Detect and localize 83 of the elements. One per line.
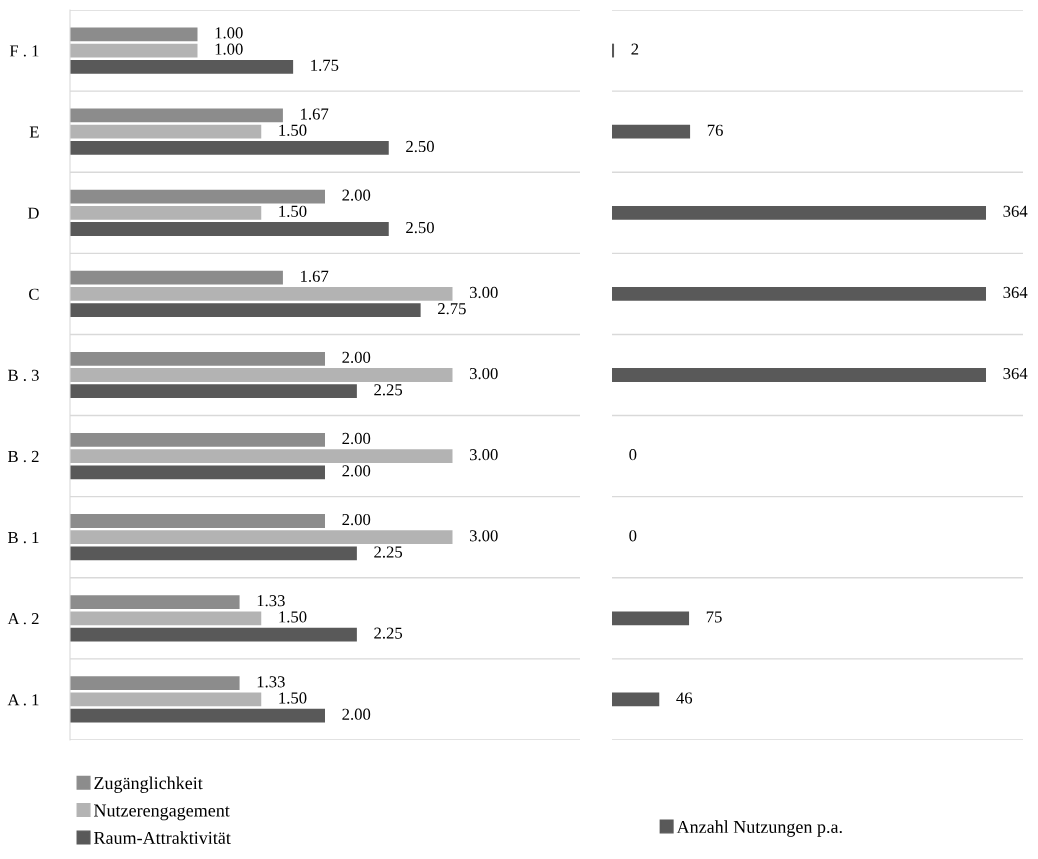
- bar: [70, 595, 240, 610]
- data-label: 3.00: [469, 367, 498, 380]
- data-label: 364: [1003, 367, 1028, 380]
- data-label: 1.33: [257, 595, 285, 607]
- data-label: 2.25: [374, 627, 403, 639]
- y-tick-label: D: [27, 207, 39, 219]
- bar: [70, 351, 325, 366]
- bar: [612, 43, 615, 58]
- bar: [70, 140, 389, 155]
- bar: [70, 303, 421, 318]
- bar: [612, 124, 691, 139]
- bar: [70, 449, 453, 464]
- y-tick-label: A . 2: [7, 613, 39, 625]
- data-label: 1.75: [311, 59, 339, 72]
- data-label: 76: [707, 124, 723, 136]
- data-label: 364: [1003, 205, 1028, 217]
- data-label: 2.25: [374, 384, 403, 396]
- data-label: 1.50: [279, 692, 307, 704]
- data-label: 2.00: [342, 465, 371, 477]
- data-label: 3.00: [469, 449, 498, 461]
- data-label: 2.00: [342, 708, 371, 720]
- bar: [70, 205, 262, 220]
- bar: [70, 611, 262, 626]
- y-tick-label: B . 1: [7, 532, 39, 544]
- bar: [70, 270, 283, 285]
- bar: [612, 692, 660, 707]
- bar: [70, 465, 325, 480]
- data-label: 3.00: [469, 530, 498, 542]
- bar: [70, 108, 283, 123]
- bar: [70, 708, 325, 723]
- bar: [70, 692, 262, 707]
- legend-label: Nutzerengagement: [93, 804, 230, 821]
- legend-label: Raum-Attraktivität: [93, 831, 231, 844]
- data-label: 75: [706, 611, 722, 623]
- data-label: 2.50: [406, 221, 434, 234]
- bar: [612, 368, 987, 382]
- bar: [70, 368, 453, 382]
- bar: [70, 222, 389, 236]
- bar: [70, 514, 325, 528]
- y-tick-label: F . 1: [9, 45, 39, 57]
- bar: [70, 384, 357, 399]
- y-tick-label: E: [29, 126, 39, 138]
- legend-label: Zugänglichkeit: [94, 776, 203, 793]
- bar: [70, 189, 325, 204]
- bar: [612, 611, 690, 626]
- bar: [70, 124, 262, 139]
- y-tick-label: A . 1: [7, 694, 39, 706]
- bar: [70, 59, 294, 74]
- data-label: 46: [676, 692, 693, 704]
- data-label: 2.00: [342, 513, 371, 526]
- bar: [612, 286, 987, 301]
- data-label: 1.67: [301, 108, 329, 120]
- data-label: 2.25: [374, 546, 403, 558]
- data-label: 2.50: [406, 140, 434, 153]
- data-label: 1.50: [279, 611, 307, 623]
- data-label: 2: [631, 43, 639, 55]
- bar: [70, 432, 325, 447]
- data-label: 1.50: [279, 124, 307, 136]
- data-label: 364: [1003, 286, 1028, 299]
- data-label: 0: [629, 530, 637, 542]
- data-label: 1.00: [215, 43, 243, 55]
- y-tick-label: B . 2: [7, 450, 39, 463]
- data-label: 2.00: [342, 432, 371, 445]
- bar: [70, 286, 453, 301]
- data-label: 1.33: [257, 676, 285, 688]
- y-tick-label: C: [29, 288, 39, 300]
- y-tick-label: B . 3: [7, 369, 39, 382]
- bar: [70, 530, 453, 545]
- data-label: 0: [629, 449, 637, 461]
- data-label: 2.00: [342, 351, 371, 364]
- bar: [70, 27, 198, 42]
- bar: [70, 546, 357, 561]
- bar: [70, 43, 198, 58]
- legend-label: Anzahl Nutzungen p.a.: [676, 820, 842, 837]
- data-label: 1.00: [215, 27, 243, 39]
- bar: [612, 205, 987, 220]
- data-label: 2.00: [342, 189, 371, 201]
- data-label: 1.50: [279, 205, 307, 218]
- data-label: 2.75: [438, 303, 466, 315]
- data-label: 3.00: [469, 286, 498, 299]
- data-label: 1.67: [301, 270, 329, 282]
- bar: [70, 627, 357, 642]
- bar: [70, 676, 240, 691]
